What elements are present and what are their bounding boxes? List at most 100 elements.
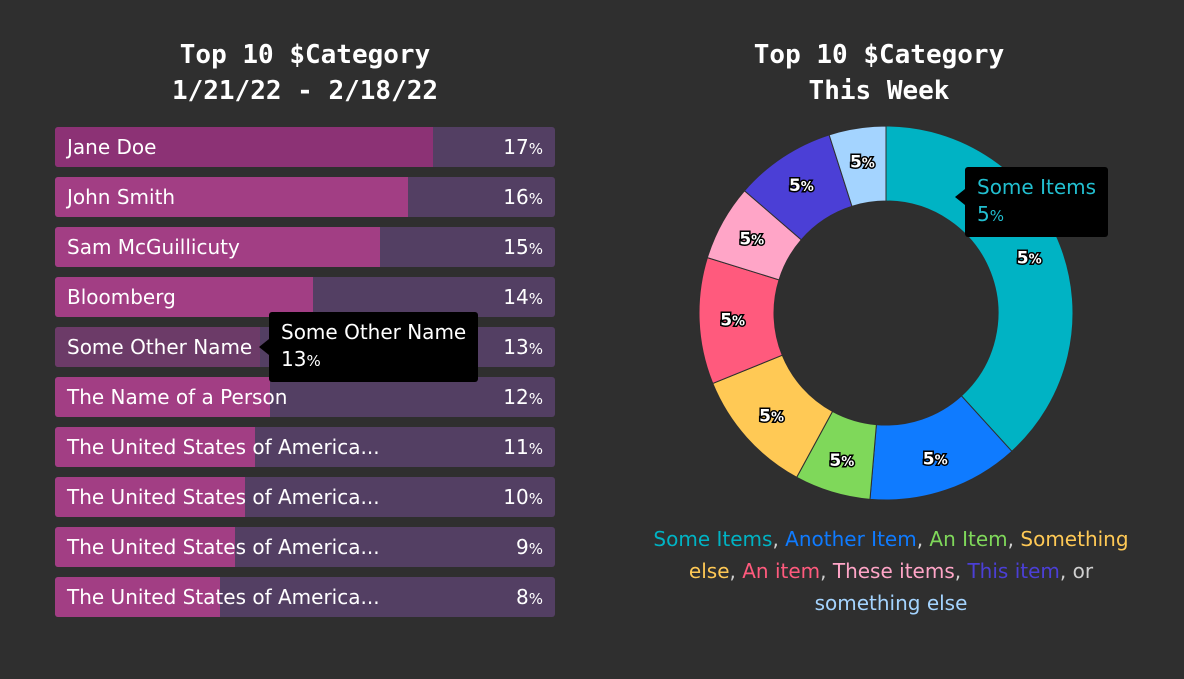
bar-chart-title-line1: Top 10 $Category [179,40,431,70]
bar-value: 13% [503,327,543,367]
bar-label: Some Other Name [67,335,253,359]
bar-tooltip-unit: % [306,352,321,370]
legend-item: An item [742,559,821,583]
slice-label: 5% [759,406,784,426]
donut-chart-title-line1: Top 10 $Category [753,40,1005,70]
bar-value: 15% [503,227,543,267]
bar-value: 11% [503,427,543,467]
bar-value-number: 16 [503,185,529,209]
donut-tooltip-name: Some Items [977,175,1097,199]
bar-row[interactable]: The Name of a Person 12% [55,377,555,417]
bar-value-number: 15 [503,235,529,259]
donut-chart-title-line2: This Week [808,76,950,106]
bar-value-unit: % [528,240,543,258]
bar-value-unit: % [528,340,543,358]
slice-label: 5% [850,152,875,172]
bar-tooltip-value: 13% [281,346,466,375]
slice-label: 5% [739,230,764,250]
bar-value-unit: % [528,140,543,158]
bar-label: The United States of America... [67,535,380,559]
bar-label: John Smith [67,185,176,209]
bar-value-number: 10 [503,485,529,509]
bar-value: 14% [503,277,543,317]
bar-value-number: 11 [503,435,529,459]
bar-value: 17% [503,127,543,167]
bar-label: Bloomberg [67,285,176,309]
bar-value: 8% [516,577,543,617]
bar-row[interactable]: The United States of America... 8% [55,577,555,617]
bar-value: 16% [503,177,543,217]
bar-value: 10% [503,477,543,517]
bar [55,377,270,417]
bar-value-unit: % [528,490,543,508]
slice-label: 5% [923,449,948,469]
bar-row[interactable]: Jane Doe 17% [55,127,555,167]
slice-label: 5% [720,311,745,331]
legend-item: This item [967,559,1060,583]
slice-label: 5% [1017,249,1042,269]
bar-value-number: 17 [503,135,529,159]
bar-value-unit: % [528,440,543,458]
bar-value-number: 13 [503,335,529,359]
bar-row[interactable]: The United States of America... 10% [55,477,555,517]
legend-separator: , [916,527,930,551]
donut-slice[interactable] [828,125,887,207]
legend-item: Something else [688,527,1129,583]
bar-chart-title-line2: 1/21/22 - 2/18/22 [171,76,439,106]
bar-tooltip-number: 13 [281,347,307,371]
bar-label: Sam McGuillicuty [67,235,240,259]
bar-value-number: 9 [516,535,529,559]
legend-separator: , [954,559,968,583]
bar [55,577,220,617]
bar-chart-title: Top 10 $Category 1/21/22 - 2/18/22 [55,37,555,109]
legend-item: something else [814,591,968,615]
slice-label: 5% [789,176,814,196]
legend-separator: , [1007,527,1021,551]
bar-label: The United States of America... [67,435,380,459]
slice-label: 5% [829,451,854,471]
legend-separator: , [820,559,833,583]
bar-row[interactable]: Bloomberg 14% [55,277,555,317]
bar-value-unit: % [528,190,543,208]
bar-value-number: 12 [503,385,529,409]
bar [55,277,313,317]
legend-separator: , or [1059,559,1094,583]
legend-item: These items [832,559,955,583]
bar [55,127,433,167]
bar-value-unit: % [528,390,543,408]
bar-value-number: 8 [516,585,529,609]
donut-legend: Some Items, Another Item, An Item, Somet… [640,523,1142,619]
bar [55,327,260,367]
bar-label: The United States of America... [67,585,380,609]
donut-tooltip-value: 5% [977,201,1096,230]
bar-row[interactable]: Sam McGuillicuty 15% [55,227,555,267]
bar-value-unit: % [528,290,543,308]
donut-tooltip-number: 5 [977,202,990,226]
legend-item: Another Item [785,527,917,551]
legend-separator: , [772,527,786,551]
bar-value-number: 14 [503,285,529,309]
bar-label: The Name of a Person [67,385,288,409]
donut-tooltip: Some Items 5% [954,167,1109,237]
donut-chart-title: Top 10 $Category This Week [700,37,1058,109]
bar-label: Jane Doe [67,135,157,159]
bar-row[interactable]: John Smith 16% [55,177,555,217]
donut-tooltip-unit: % [989,207,1004,225]
legend-item: Some Items [653,527,773,551]
bar [55,177,408,217]
legend-separator: , [729,559,743,583]
bar-label: The United States of America... [67,485,380,509]
bar-value-unit: % [528,540,543,558]
bar [55,227,380,267]
bar-row[interactable]: The United States of America... 11% [55,427,555,467]
bar-tooltip-name: Some Other Name [281,320,467,344]
bar [55,477,245,517]
bar-tooltip: Some Other Name 13% [258,312,479,382]
bar-value: 12% [503,377,543,417]
bar-value: 9% [516,527,543,567]
bar-row[interactable]: The United States of America... 9% [55,527,555,567]
legend-item: An Item [929,527,1008,551]
bar [55,427,255,467]
bar [55,527,235,567]
bar-value-unit: % [528,590,543,608]
